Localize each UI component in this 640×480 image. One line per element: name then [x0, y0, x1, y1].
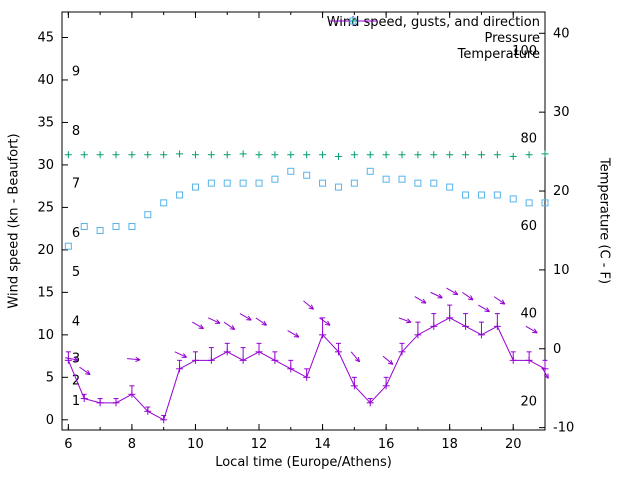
beaufort-label: 7: [72, 177, 80, 192]
temperature-series: [64, 167, 549, 250]
left-y-tick-label: 5: [46, 370, 54, 385]
plot-frame: [61, 11, 546, 431]
right-y-tick-label: 30: [553, 105, 570, 120]
beaufort-label: 8: [72, 124, 80, 139]
right-y-tick-label: 10: [553, 263, 570, 278]
right-y-tick-label: 0: [553, 342, 561, 357]
wind-series: [64, 304, 549, 424]
left-y-tick-label: 25: [37, 200, 54, 215]
wind-direction-arrows: [65, 287, 549, 379]
fahrenheit-label: 100: [512, 44, 537, 59]
left-y-tick-label: 15: [37, 285, 54, 300]
left-y-tick-label: 40: [37, 73, 54, 88]
right-y-axis-title: Temperature (C - F): [596, 157, 612, 285]
pressure-series: [64, 150, 549, 160]
x-tick-label: 6: [64, 437, 72, 452]
left-y-tick-label: 20: [37, 243, 54, 258]
x-tick-label: 18: [441, 437, 458, 452]
left-y-tick-label: 10: [37, 328, 54, 343]
legend-label-temperature: Temperature: [457, 46, 540, 62]
left-y-tick-label: 30: [37, 158, 54, 173]
beaufort-label: 1: [72, 394, 80, 409]
axis-tick-labels: 6 8 10 12 14 16 18 20051015202530354045-1001020…: [37, 26, 574, 452]
left-y-tick-label: 35: [37, 115, 54, 130]
beaufort-label: 4: [72, 314, 80, 329]
beaufort-label: 6: [72, 226, 80, 241]
legend: Wind speed, gusts, and direction Pressur…: [327, 14, 540, 62]
beaufort-label: 9: [72, 64, 80, 79]
legend-label-pressure: Pressure: [484, 30, 540, 46]
beaufort-label: 5: [72, 265, 80, 280]
beaufort-label: 2: [72, 374, 80, 389]
x-tick-label: 12: [251, 437, 268, 452]
legend-item-pressure: Pressure: [327, 17, 540, 46]
x-axis-title: Local time (Europe/Athens): [215, 455, 392, 470]
fahrenheit-label: 20: [520, 394, 537, 409]
left-y-tick-label: 45: [37, 30, 54, 45]
left-y-tick-label: 0: [46, 413, 54, 428]
fahrenheit-label: 60: [520, 219, 537, 234]
beaufort-scale-labels: 123456789: [72, 64, 80, 409]
x-tick-label: 16: [378, 437, 395, 452]
fahrenheit-scale-labels: 20 40 60 80 100: [512, 44, 537, 410]
fahrenheit-label: 40: [520, 307, 537, 322]
temperature-sample-icon: [349, 17, 357, 25]
left-y-axis-title: Wind speed (kn - Beaufort): [6, 133, 22, 309]
legend-item-temperature: Temperature: [327, 17, 540, 62]
x-tick-label: 10: [187, 437, 204, 452]
right-y-tick-label: -10: [553, 421, 574, 436]
axis-ticks: [62, 12, 546, 430]
x-tick-label: 8: [128, 437, 136, 452]
x-tick-label: 20: [505, 437, 522, 452]
legend-label-wind: Wind speed, gusts, and direction: [326, 14, 540, 30]
x-tick-label: 14: [314, 437, 331, 452]
right-y-tick-label: 20: [553, 184, 570, 199]
fahrenheit-label: 80: [520, 131, 537, 146]
right-y-tick-label: 40: [553, 26, 570, 41]
